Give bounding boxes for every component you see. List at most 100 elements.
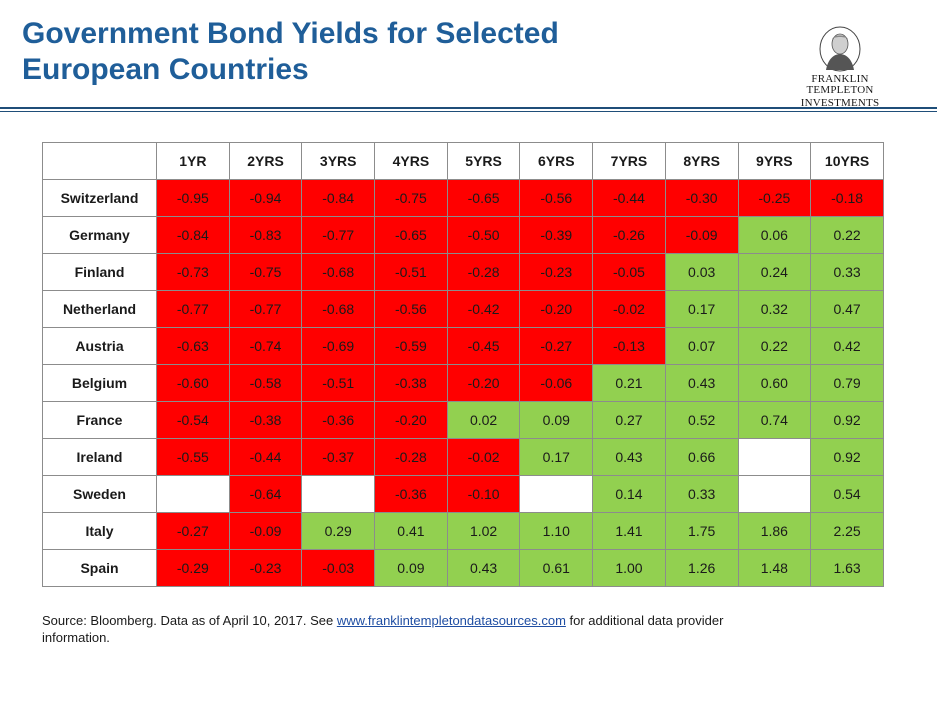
- column-header: 5YRS: [446, 142, 521, 180]
- yield-cell: -0.54: [156, 401, 230, 439]
- yield-cell: -0.77: [301, 216, 376, 254]
- yield-cell: -0.94: [228, 179, 303, 217]
- yield-cell: 0.21: [592, 364, 666, 402]
- yield-cell: 2.25: [810, 512, 884, 550]
- yield-cell: -0.56: [374, 290, 448, 328]
- yield-cell: -0.09: [228, 512, 303, 550]
- yield-cell: -0.36: [374, 475, 448, 513]
- yield-cell: -0.50: [446, 216, 521, 254]
- yield-cell: 0.29: [301, 512, 376, 550]
- yield-cell: 0.41: [374, 512, 448, 550]
- row-label-country: Sweden: [42, 475, 157, 513]
- yield-cell: 1.02: [446, 512, 521, 550]
- yield-cell: -0.20: [374, 401, 448, 439]
- yield-cell: 1.41: [592, 512, 666, 550]
- yield-cell: 0.47: [810, 290, 884, 328]
- column-header: 7YRS: [592, 142, 666, 180]
- yield-cell: -0.64: [228, 475, 303, 513]
- yield-cell: -0.77: [156, 290, 230, 328]
- yield-cell: -0.38: [374, 364, 448, 402]
- yield-cell: 0.33: [810, 253, 884, 291]
- yield-cell-empty: [737, 475, 812, 513]
- bond-yield-table: 1YR 2YRS 3YRS 4YRS 5YRS 6YRS 7YRS 8YRS 9YRS 10YRS…: [42, 142, 884, 587]
- row-label-country: Germany: [42, 216, 157, 254]
- source-text-before: Source: Bloomberg. Data as of April 10, …: [42, 613, 337, 628]
- yield-cell: 0.61: [519, 549, 594, 587]
- column-header: 4YRS: [374, 142, 448, 180]
- header-rule-thin: [0, 111, 937, 112]
- yield-cell: -0.38: [228, 401, 303, 439]
- yield-cell: 0.24: [737, 253, 812, 291]
- yield-cell: 1.86: [737, 512, 812, 550]
- table-row: Netherland -0.77 -0.77 -0.68 -0.56 -0.42 -0.20…: [42, 290, 884, 328]
- yield-cell-empty: [737, 438, 812, 476]
- yield-cell: 0.14: [592, 475, 666, 513]
- yield-cell: 1.63: [810, 549, 884, 587]
- yield-cell: -0.56: [519, 179, 594, 217]
- yield-cell: -0.74: [228, 327, 303, 365]
- yield-cell: 0.79: [810, 364, 884, 402]
- logo-line-1: FRANKLIN TEMPLETON: [806, 73, 874, 96]
- yield-cell: -0.26: [592, 216, 666, 254]
- yield-cell: -0.68: [301, 253, 376, 291]
- yield-cell: 0.66: [664, 438, 739, 476]
- yield-cell: -0.36: [301, 401, 376, 439]
- yield-cell: -0.45: [446, 327, 521, 365]
- table-row: Ireland -0.55 -0.44 -0.37 -0.28 -0.02 0.17 0.43…: [42, 438, 884, 476]
- logo-line-2: INVESTMENTS: [800, 97, 880, 109]
- column-header: 3YRS: [301, 142, 376, 180]
- yield-cell: -0.02: [592, 290, 666, 328]
- yield-cell: -0.44: [592, 179, 666, 217]
- row-label-country: Netherland: [42, 290, 157, 328]
- source-link[interactable]: www.franklintempletondatasources.com: [336, 613, 566, 628]
- yield-cell: -0.28: [374, 438, 448, 476]
- source-note: Source: Bloomberg. Data as of April 10, …: [42, 612, 782, 646]
- yield-cell: -0.23: [228, 549, 303, 587]
- yield-cell: -0.09: [664, 216, 739, 254]
- yield-cell: 0.07: [664, 327, 739, 365]
- yield-cell-empty: [301, 475, 376, 513]
- yield-cell: 0.17: [519, 438, 594, 476]
- yield-cell: -0.28: [446, 253, 521, 291]
- column-header: 9YRS: [737, 142, 812, 180]
- yield-cell: -0.95: [156, 179, 230, 217]
- yield-cell: 0.43: [664, 364, 739, 402]
- row-label-country: Austria: [42, 327, 157, 365]
- yield-cell: -0.60: [156, 364, 230, 402]
- yield-cell: 0.17: [664, 290, 739, 328]
- yield-cell: 0.02: [446, 401, 521, 439]
- yield-cell: -0.20: [519, 290, 594, 328]
- yield-cell: -0.44: [228, 438, 303, 476]
- yield-cell: -0.42: [446, 290, 521, 328]
- column-header: 2YRS: [228, 142, 303, 180]
- row-label-country: Italy: [42, 512, 157, 550]
- row-label-country: Ireland: [42, 438, 157, 476]
- table-row: Belgium -0.60 -0.58 -0.51 -0.38 -0.20 -0.06 0.2…: [42, 364, 884, 402]
- yield-cell: -0.51: [374, 253, 448, 291]
- table-row: Switzerland -0.95 -0.94 -0.84 -0.75 -0.65 -0.5…: [42, 179, 884, 217]
- yield-cell: -0.55: [156, 438, 230, 476]
- yield-cell: -0.29: [156, 549, 230, 587]
- franklin-templeton-logo: FRANKLIN TEMPLETON INVESTMENTS: [780, 26, 900, 109]
- yield-cell: -0.69: [301, 327, 376, 365]
- yield-cell: 0.54: [810, 475, 884, 513]
- title-line-1: Government Bond Yields for Selected: [22, 17, 559, 50]
- yield-cell: -0.73: [156, 253, 230, 291]
- yield-cell: -0.39: [519, 216, 594, 254]
- yield-cell: 0.33: [664, 475, 739, 513]
- yield-cell: 1.00: [592, 549, 666, 587]
- yield-cell: -0.77: [228, 290, 303, 328]
- yield-cell: -0.63: [156, 327, 230, 365]
- yield-cell: -0.68: [301, 290, 376, 328]
- yield-cell: -0.83: [228, 216, 303, 254]
- table-row: Italy -0.27 -0.09 0.29 0.41 1.02 1.10 1.41 1.75 1…: [42, 512, 884, 550]
- page-title: Government Bond Yields for Selected Euro…: [22, 16, 559, 88]
- yield-cell: 0.22: [737, 327, 812, 365]
- yield-cell: 0.03: [664, 253, 739, 291]
- yield-cell: 0.74: [737, 401, 812, 439]
- yield-cell: 0.52: [664, 401, 739, 439]
- title-line-2: European Countries: [22, 53, 309, 86]
- yield-cell: 1.10: [519, 512, 594, 550]
- yield-cell: 0.92: [810, 401, 884, 439]
- table-row: Finland -0.73 -0.75 -0.68 -0.51 -0.28 -0.23 -0.…: [42, 253, 884, 291]
